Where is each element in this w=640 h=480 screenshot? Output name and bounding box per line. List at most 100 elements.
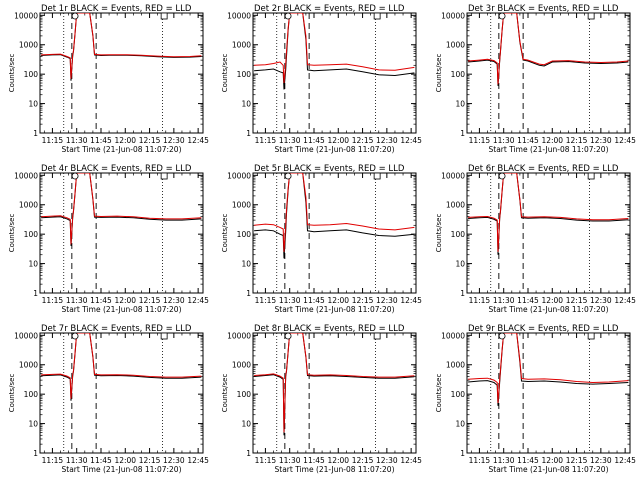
x-tick-label: 12:45 bbox=[614, 136, 636, 145]
x-tick-label: 12:00 bbox=[541, 296, 563, 305]
y-tick-label: 10000 bbox=[441, 11, 465, 20]
x-tick-label: 12:15 bbox=[139, 296, 161, 305]
square-marker bbox=[587, 172, 595, 180]
y-tick-label: 1 bbox=[460, 449, 465, 458]
x-tick-label: 11:45 bbox=[90, 136, 112, 145]
square-marker bbox=[587, 12, 595, 20]
x-tick-label: 12:00 bbox=[541, 456, 563, 465]
plot-title: Det 2r BLACK = Events, RED = LLD bbox=[254, 4, 405, 14]
y-tick-label: 1 bbox=[246, 289, 251, 298]
events-series-line bbox=[468, 333, 629, 406]
y-axis-label: Counts/sec bbox=[221, 214, 229, 253]
circle-marker bbox=[498, 332, 506, 340]
x-axis-label: Start Time (21-Jun-08 11:07:20) bbox=[275, 145, 395, 154]
detector-panel: Det 7r BLACK = Events, RED = LLD 1 10 100 10… bbox=[8, 324, 209, 474]
x-tick-label: 11:15 bbox=[255, 456, 277, 465]
y-tick-label: 10000 bbox=[14, 331, 38, 340]
x-tick-label: 12:45 bbox=[187, 296, 209, 305]
detector-panel: Det 9r BLACK = Events, RED = LLD 1 10 100 10… bbox=[435, 324, 636, 474]
x-tick-label: 12:30 bbox=[376, 296, 398, 305]
plot-frame bbox=[252, 332, 417, 454]
plot-title: Det 6r BLACK = Events, RED = LLD bbox=[468, 164, 619, 174]
y-tick-label: 10 bbox=[455, 420, 465, 429]
plot-frame bbox=[39, 172, 204, 294]
x-tick-label: 12:00 bbox=[114, 456, 136, 465]
plot-frame bbox=[39, 12, 204, 134]
x-tick-label: 11:30 bbox=[66, 296, 88, 305]
square-marker bbox=[160, 332, 168, 340]
detector-panel: Det 8r BLACK = Events, RED = LLD 1 10 100 10… bbox=[221, 324, 422, 474]
x-tick-label: 12:00 bbox=[541, 136, 563, 145]
x-tick-label: 12:30 bbox=[590, 456, 612, 465]
square-marker bbox=[160, 172, 168, 180]
y-axis-label: Counts/sec bbox=[221, 54, 229, 93]
x-tick-label: 11:15 bbox=[255, 296, 277, 305]
x-tick-label: 12:15 bbox=[352, 456, 374, 465]
circle-marker bbox=[284, 12, 292, 20]
plot-title: Det 7r BLACK = Events, RED = LLD bbox=[41, 324, 192, 334]
y-tick-label: 1000 bbox=[19, 361, 38, 370]
x-axis-label: Start Time (21-Jun-08 11:07:20) bbox=[62, 305, 182, 314]
x-axis-label: Start Time (21-Jun-08 11:07:20) bbox=[62, 465, 182, 474]
x-tick-label: 12:45 bbox=[187, 456, 209, 465]
y-tick-label: 100 bbox=[237, 390, 252, 399]
x-tick-label: 12:30 bbox=[163, 456, 185, 465]
detector-panel: Det 5r BLACK = Events, RED = LLD 1 10 100 10… bbox=[221, 164, 422, 314]
y-tick-label: 1000 bbox=[446, 201, 465, 210]
events-series-line bbox=[41, 13, 202, 81]
y-tick-label: 10 bbox=[241, 260, 251, 269]
x-tick-label: 11:15 bbox=[42, 296, 64, 305]
events-series-line bbox=[41, 333, 202, 401]
y-tick-label: 10 bbox=[28, 260, 38, 269]
plot-title: Det 1r BLACK = Events, RED = LLD bbox=[41, 4, 192, 14]
lld-series-line bbox=[468, 333, 629, 404]
events-series-line bbox=[468, 13, 629, 86]
x-tick-label: 12:00 bbox=[114, 136, 136, 145]
events-series-line bbox=[41, 173, 202, 246]
circle-marker bbox=[71, 172, 79, 180]
lld-series-line bbox=[41, 173, 202, 245]
square-marker bbox=[587, 332, 595, 340]
x-tick-label: 11:15 bbox=[255, 136, 277, 145]
y-tick-label: 1000 bbox=[19, 201, 38, 210]
y-tick-label: 1000 bbox=[446, 361, 465, 370]
y-tick-label: 10 bbox=[28, 420, 38, 429]
plot-frame bbox=[466, 172, 631, 294]
y-tick-label: 1000 bbox=[446, 41, 465, 50]
y-tick-label: 100 bbox=[451, 230, 466, 239]
y-tick-label: 1 bbox=[460, 289, 465, 298]
events-series-line bbox=[254, 173, 415, 259]
y-tick-label: 10 bbox=[241, 420, 251, 429]
y-tick-label: 100 bbox=[237, 230, 252, 239]
plot-title: Det 4r BLACK = Events, RED = LLD bbox=[41, 164, 192, 174]
y-axis-label: Counts/sec bbox=[221, 374, 229, 413]
x-tick-label: 11:45 bbox=[303, 136, 325, 145]
y-tick-label: 10000 bbox=[14, 11, 38, 20]
x-tick-label: 11:30 bbox=[279, 136, 301, 145]
plot-title: Det 8r BLACK = Events, RED = LLD bbox=[254, 324, 405, 334]
lld-series-line bbox=[254, 173, 415, 252]
square-marker bbox=[373, 172, 381, 180]
x-tick-label: 11:30 bbox=[66, 456, 88, 465]
x-tick-label: 12:00 bbox=[327, 136, 349, 145]
events-series-line bbox=[254, 13, 415, 90]
y-tick-label: 1 bbox=[33, 449, 38, 458]
y-tick-label: 100 bbox=[451, 70, 466, 79]
plot-title: Det 5r BLACK = Events, RED = LLD bbox=[254, 164, 405, 174]
y-tick-label: 1 bbox=[460, 129, 465, 138]
x-tick-label: 11:30 bbox=[66, 136, 88, 145]
x-tick-label: 12:45 bbox=[187, 136, 209, 145]
plot-title: Det 3r BLACK = Events, RED = LLD bbox=[468, 4, 619, 14]
x-axis-label: Start Time (21-Jun-08 11:07:20) bbox=[275, 305, 395, 314]
x-tick-label: 11:30 bbox=[279, 456, 301, 465]
x-axis-label: Start Time (21-Jun-08 11:07:20) bbox=[275, 465, 395, 474]
x-tick-label: 11:45 bbox=[517, 456, 539, 465]
y-tick-label: 1000 bbox=[232, 361, 251, 370]
y-tick-label: 10 bbox=[455, 260, 465, 269]
x-axis-label: Start Time (21-Jun-08 11:07:20) bbox=[489, 465, 609, 474]
x-tick-label: 11:15 bbox=[469, 296, 491, 305]
x-tick-label: 12:45 bbox=[614, 456, 636, 465]
y-tick-label: 1000 bbox=[232, 41, 251, 50]
plot-title: Det 9r BLACK = Events, RED = LLD bbox=[468, 324, 619, 334]
x-tick-label: 11:45 bbox=[517, 296, 539, 305]
